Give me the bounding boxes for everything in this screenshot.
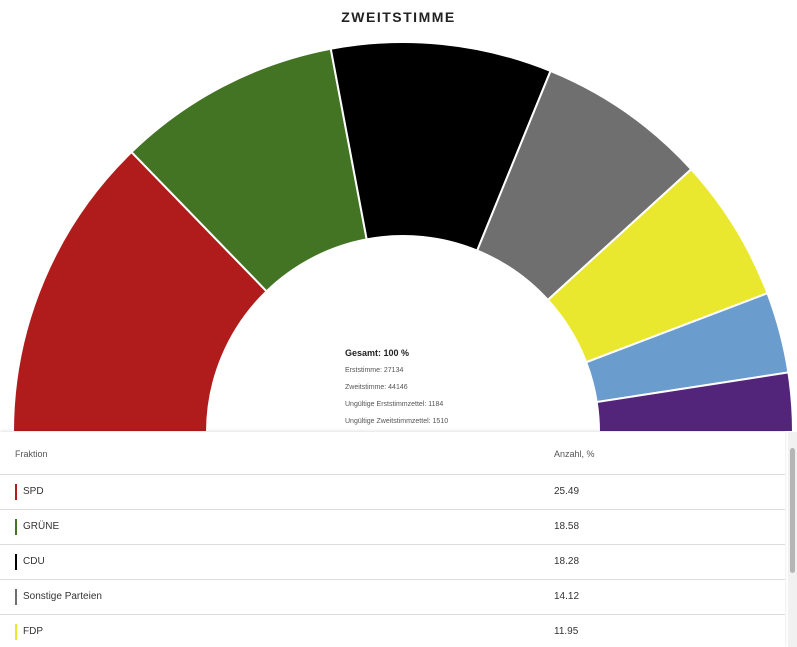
table-row[interactable]: FDP 11.95: [0, 615, 785, 647]
party-color-swatch: [15, 519, 17, 535]
second-vote-count: Zweitstimme: 44146: [345, 384, 408, 391]
column-header-anzahl[interactable]: Anzahl, %: [554, 449, 595, 459]
party-name: CDU: [23, 556, 45, 567]
table-header: Fraktion Anzahl, %: [0, 432, 785, 475]
party-color-swatch: [15, 554, 17, 570]
table-row[interactable]: SPD 25.49: [0, 475, 785, 510]
party-name: SPD: [23, 486, 44, 497]
first-vote-count: Erststimme: 27134: [345, 367, 404, 374]
chart-title: ZWEITSTIMME: [341, 9, 456, 25]
invalid-first-ballots: Ungültige Erststimmzettel: 1184: [345, 401, 444, 408]
party-percent: 11.95: [554, 626, 579, 637]
party-color-swatch: [15, 624, 17, 640]
column-header-fraktion[interactable]: Fraktion: [15, 449, 48, 459]
scrollbar-thumb[interactable]: [790, 448, 795, 573]
table-body: SPD 25.49 GRÜNE 18.58 CDU 18.28 Sonstige…: [0, 475, 785, 647]
semicircle-chart: [11, 41, 795, 433]
center-info: Gesamt: 100 % Erststimme: 27134 Zweitsti…: [345, 348, 545, 435]
table-row[interactable]: GRÜNE 18.58: [0, 510, 785, 545]
party-name: FDP: [23, 626, 43, 637]
table-row[interactable]: Sonstige Parteien 14.12: [0, 580, 785, 615]
invalid-second-ballots: Ungültige Zweitstimmzettel: 1510: [345, 418, 449, 425]
party-name: Sonstige Parteien: [23, 591, 102, 602]
party-percent: 14.12: [554, 591, 580, 602]
party-percent: 25.49: [554, 486, 580, 497]
total-label: Gesamt: 100 %: [345, 348, 410, 358]
party-percent: 18.58: [554, 521, 580, 532]
party-percent: 18.28: [554, 556, 580, 567]
party-name: GRÜNE: [23, 521, 60, 532]
slice-spd[interactable]: [11, 150, 268, 433]
party-color-swatch: [15, 484, 17, 500]
results-table: Fraktion Anzahl, % SPD 25.49 GRÜNE 18.58…: [0, 432, 785, 647]
party-color-swatch: [15, 589, 17, 605]
table-row[interactable]: CDU 18.28: [0, 545, 785, 580]
